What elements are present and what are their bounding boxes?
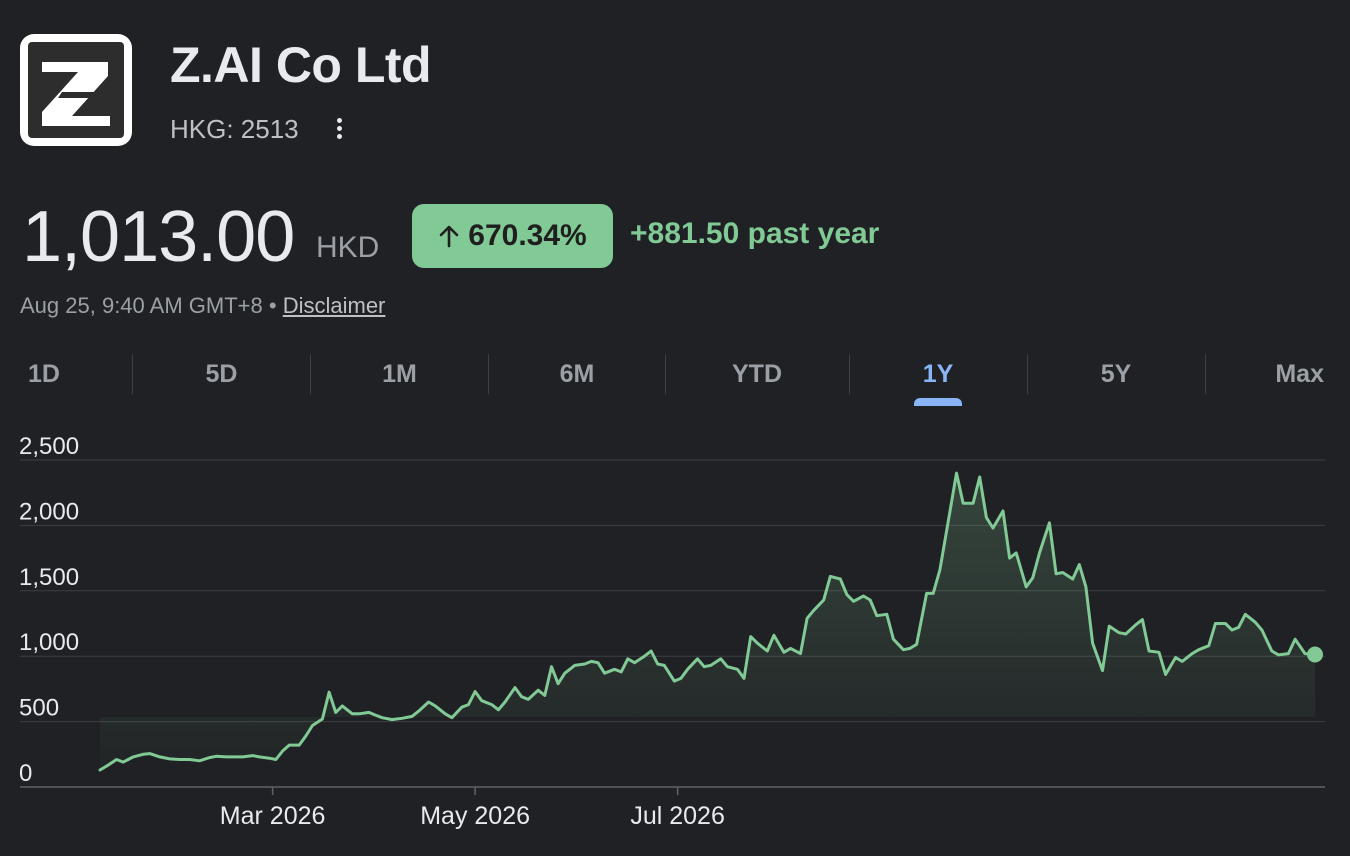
- x-tick-label: Mar 2026: [220, 802, 326, 830]
- range-tab-5y[interactable]: 5Y: [1100, 359, 1132, 388]
- last-price-marker: [1307, 646, 1323, 663]
- range-divider: [849, 354, 850, 394]
- range-tab-5d[interactable]: 5D: [205, 359, 238, 388]
- arrow-up-icon: [439, 225, 459, 248]
- range-divider: [488, 354, 489, 394]
- more-options-icon[interactable]: [330, 114, 350, 144]
- meta-separator: •: [268, 293, 277, 318]
- range-divider: [1205, 354, 1206, 394]
- price-area-fill: [100, 473, 1315, 770]
- current-price: 1,013.00: [22, 197, 295, 277]
- quote-meta: Aug 25, 9:40 AM GMT+8 • Disclaimer: [20, 293, 385, 319]
- currency-label: HKD: [316, 231, 380, 264]
- company-logo: [20, 34, 132, 146]
- z-logo-icon: [42, 62, 110, 126]
- company-name: Z.AI Co Ltd: [170, 37, 432, 93]
- range-divider: [132, 354, 133, 394]
- logo-mark: [28, 42, 124, 138]
- x-tick-label: Jul 2026: [630, 802, 725, 830]
- price-chart[interactable]: 0 500 1,000 1,500 2,000 2,500 Mar 2026 May 202…: [0, 430, 1350, 856]
- quote-timestamp: Aug 25, 9:40 AM GMT+8: [20, 293, 263, 318]
- y-tick-label: 0: [19, 760, 32, 787]
- range-tab-1m[interactable]: 1M: [382, 359, 417, 388]
- y-tick-label: 2,500: [19, 433, 79, 460]
- active-range-indicator: [914, 398, 962, 406]
- price-series-line: [98, 471, 1317, 772]
- y-tick-label: 1,500: [19, 564, 79, 591]
- range-divider: [665, 354, 666, 394]
- y-tick-label: 1,000: [19, 629, 79, 656]
- y-tick-label: 500: [19, 695, 59, 722]
- absolute-change: +881.50 past year: [630, 217, 880, 250]
- range-divider: [310, 354, 311, 394]
- range-tab-max[interactable]: Max: [1275, 359, 1324, 388]
- range-tab-1y[interactable]: 1Y: [922, 359, 954, 388]
- range-tab-1d[interactable]: 1D: [28, 359, 60, 388]
- disclaimer-link[interactable]: Disclaimer: [282, 293, 386, 318]
- x-tick-label: May 2026: [420, 802, 530, 830]
- percent-change-value: 670.34%: [468, 219, 587, 252]
- percent-change-badge: 670.34%: [412, 204, 613, 268]
- range-tab-6m[interactable]: 6M: [559, 359, 595, 388]
- range-tab-ytd[interactable]: YTD: [732, 359, 782, 388]
- range-selector: 1D 5D 1M 6M YTD 1Y 5Y Max: [0, 352, 1350, 408]
- y-tick-label: 2,000: [19, 498, 79, 525]
- range-divider: [1027, 354, 1028, 394]
- ticker-symbol: HKG: 2513: [170, 114, 299, 144]
